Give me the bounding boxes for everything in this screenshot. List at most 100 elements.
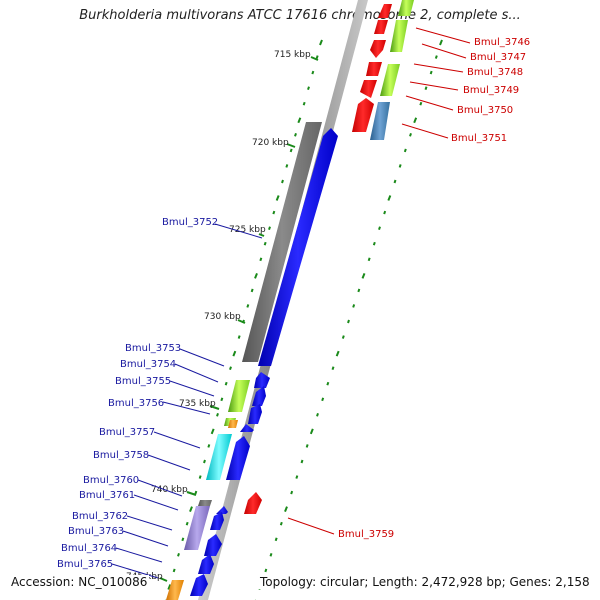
gene-label-bmul-3760[interactable]: Bmul_3760 <box>83 475 139 486</box>
gene-label-bmul-3750[interactable]: Bmul_3750 <box>457 105 513 116</box>
gene-bmul-3764[interactable] <box>198 554 214 574</box>
label-leader-line <box>153 431 201 449</box>
position-tick-label: 735 kbp <box>179 399 216 409</box>
gene-bmul-3748[interactable] <box>366 62 382 76</box>
gc-tick <box>254 272 258 279</box>
cog-box-3747 <box>390 20 408 52</box>
label-leader-line <box>137 479 183 497</box>
gc-tick <box>224 381 228 386</box>
gene-bmul-3756[interactable] <box>240 424 254 432</box>
label-leader-line <box>169 380 215 397</box>
gene-label-bmul-3758[interactable]: Bmul_3758 <box>93 450 149 461</box>
accession-text: Accession: NC_010086 <box>9 575 150 589</box>
gene-label-bmul-3754[interactable]: Bmul_3754 <box>120 359 176 370</box>
gene-bmul-3753[interactable] <box>254 372 270 388</box>
gc-tick <box>393 179 397 184</box>
gene-bmul-3763[interactable] <box>204 534 222 556</box>
gc-tick <box>268 226 271 230</box>
gc-tick <box>347 319 350 324</box>
gc-tick <box>372 241 376 246</box>
gc-tick <box>403 148 407 153</box>
gc-tick <box>220 397 224 402</box>
gc-tick <box>289 148 293 153</box>
gc-tick <box>383 210 387 215</box>
gc-tick <box>263 241 267 246</box>
gc-tick <box>285 164 289 168</box>
position-tick-mark <box>237 319 246 324</box>
gene-label-bmul-3759[interactable]: Bmul_3759 <box>338 529 394 540</box>
gene-bmul-3750[interactable] <box>352 98 374 132</box>
gc-tick <box>237 335 241 339</box>
gene-label-bmul-3747[interactable]: Bmul_3747 <box>470 52 526 63</box>
gene-bmul-3759[interactable] <box>244 492 262 514</box>
gene-label-bmul-3748[interactable]: Bmul_3748 <box>467 67 523 78</box>
cog-box-3750 <box>370 102 390 140</box>
gc-tick <box>297 117 302 124</box>
gc-tick <box>387 195 392 201</box>
position-tick-mark <box>286 143 296 148</box>
gene-label-bmul-3753[interactable]: Bmul_3753 <box>125 343 181 354</box>
gene-bmul-3747[interactable] <box>374 20 388 34</box>
gene-bmul-3758[interactable] <box>226 436 250 480</box>
gene-bmul-3755[interactable] <box>248 404 262 424</box>
position-tick-label: 715 kbp <box>274 50 311 60</box>
gc-tick <box>352 304 356 308</box>
gene-label-bmul-3746[interactable]: Bmul_3746 <box>474 37 530 48</box>
gc-tick <box>398 164 402 168</box>
position-tick-mark <box>209 405 220 410</box>
gc-tick <box>316 413 319 417</box>
position-tick-label: 740 kbp <box>151 485 188 495</box>
gene-bmul-3761[interactable] <box>216 506 228 514</box>
gc-tick <box>439 39 443 46</box>
label-leader-line <box>214 223 263 239</box>
cog-box-3765 <box>166 580 184 600</box>
gene-label-bmul-3761[interactable]: Bmul_3761 <box>79 490 135 501</box>
label-leader-line <box>111 563 159 579</box>
cog-box-3758 <box>206 434 232 480</box>
gc-tick <box>424 86 428 90</box>
gc-tick <box>177 553 180 557</box>
gc-tick <box>181 537 185 542</box>
cog-box-3752 <box>242 122 322 362</box>
gene-bmul-3752[interactable] <box>258 128 338 366</box>
gc-tick <box>319 39 323 46</box>
label-leader-line <box>122 530 169 547</box>
gene-label-bmul-3764[interactable]: Bmul_3764 <box>61 543 117 554</box>
gc-tick <box>419 101 423 106</box>
gc-tick <box>275 195 280 201</box>
gc-tick <box>341 335 345 339</box>
gene-label-bmul-3763[interactable]: Bmul_3763 <box>68 526 124 537</box>
gene-label-bmul-3757[interactable]: Bmul_3757 <box>99 427 155 438</box>
gc-tick <box>413 117 418 124</box>
gc-tick <box>269 553 273 557</box>
position-tick-mark <box>258 233 265 237</box>
gene-label-bmul-3756[interactable]: Bmul_3756 <box>108 398 164 409</box>
gene-bmul-3754[interactable] <box>252 386 266 406</box>
cog-box-3761 <box>184 506 210 550</box>
gene-label-bmul-3762[interactable]: Bmul_3762 <box>72 511 128 522</box>
gene-bmul-3749[interactable] <box>360 80 377 98</box>
gc-tick <box>259 257 263 262</box>
gene-label-bmul-3752[interactable]: Bmul_3752 <box>162 217 218 228</box>
gene-label-bmul-3765[interactable]: Bmul_3765 <box>57 559 113 570</box>
gene-bmul-3747b[interactable] <box>370 40 386 58</box>
gene-bmul-3762[interactable] <box>210 512 224 530</box>
label-leader-line <box>147 454 191 471</box>
gc-tick <box>167 584 172 590</box>
gene-bmul-3765[interactable] <box>190 574 208 596</box>
gene-labels: Bmul_3746 Bmul_3747 Bmul_3748 Bmul_3749 Bmul… <box>57 27 530 579</box>
gc-tick <box>295 475 299 479</box>
gc-tick <box>357 288 361 293</box>
gc-tick <box>264 568 268 573</box>
gene-bmul-3746[interactable] <box>378 4 392 18</box>
gc-tick <box>315 55 319 59</box>
gene-label-bmul-3749[interactable]: Bmul_3749 <box>463 85 519 96</box>
gc-tick <box>284 506 288 513</box>
cog-box-3746 <box>398 0 414 16</box>
gc-tick <box>281 179 284 184</box>
gc-tick <box>311 70 315 75</box>
gene-label-bmul-3755[interactable]: Bmul_3755 <box>115 376 171 387</box>
label-leader-line <box>421 43 467 59</box>
gene-label-bmul-3751[interactable]: Bmul_3751 <box>451 133 507 144</box>
